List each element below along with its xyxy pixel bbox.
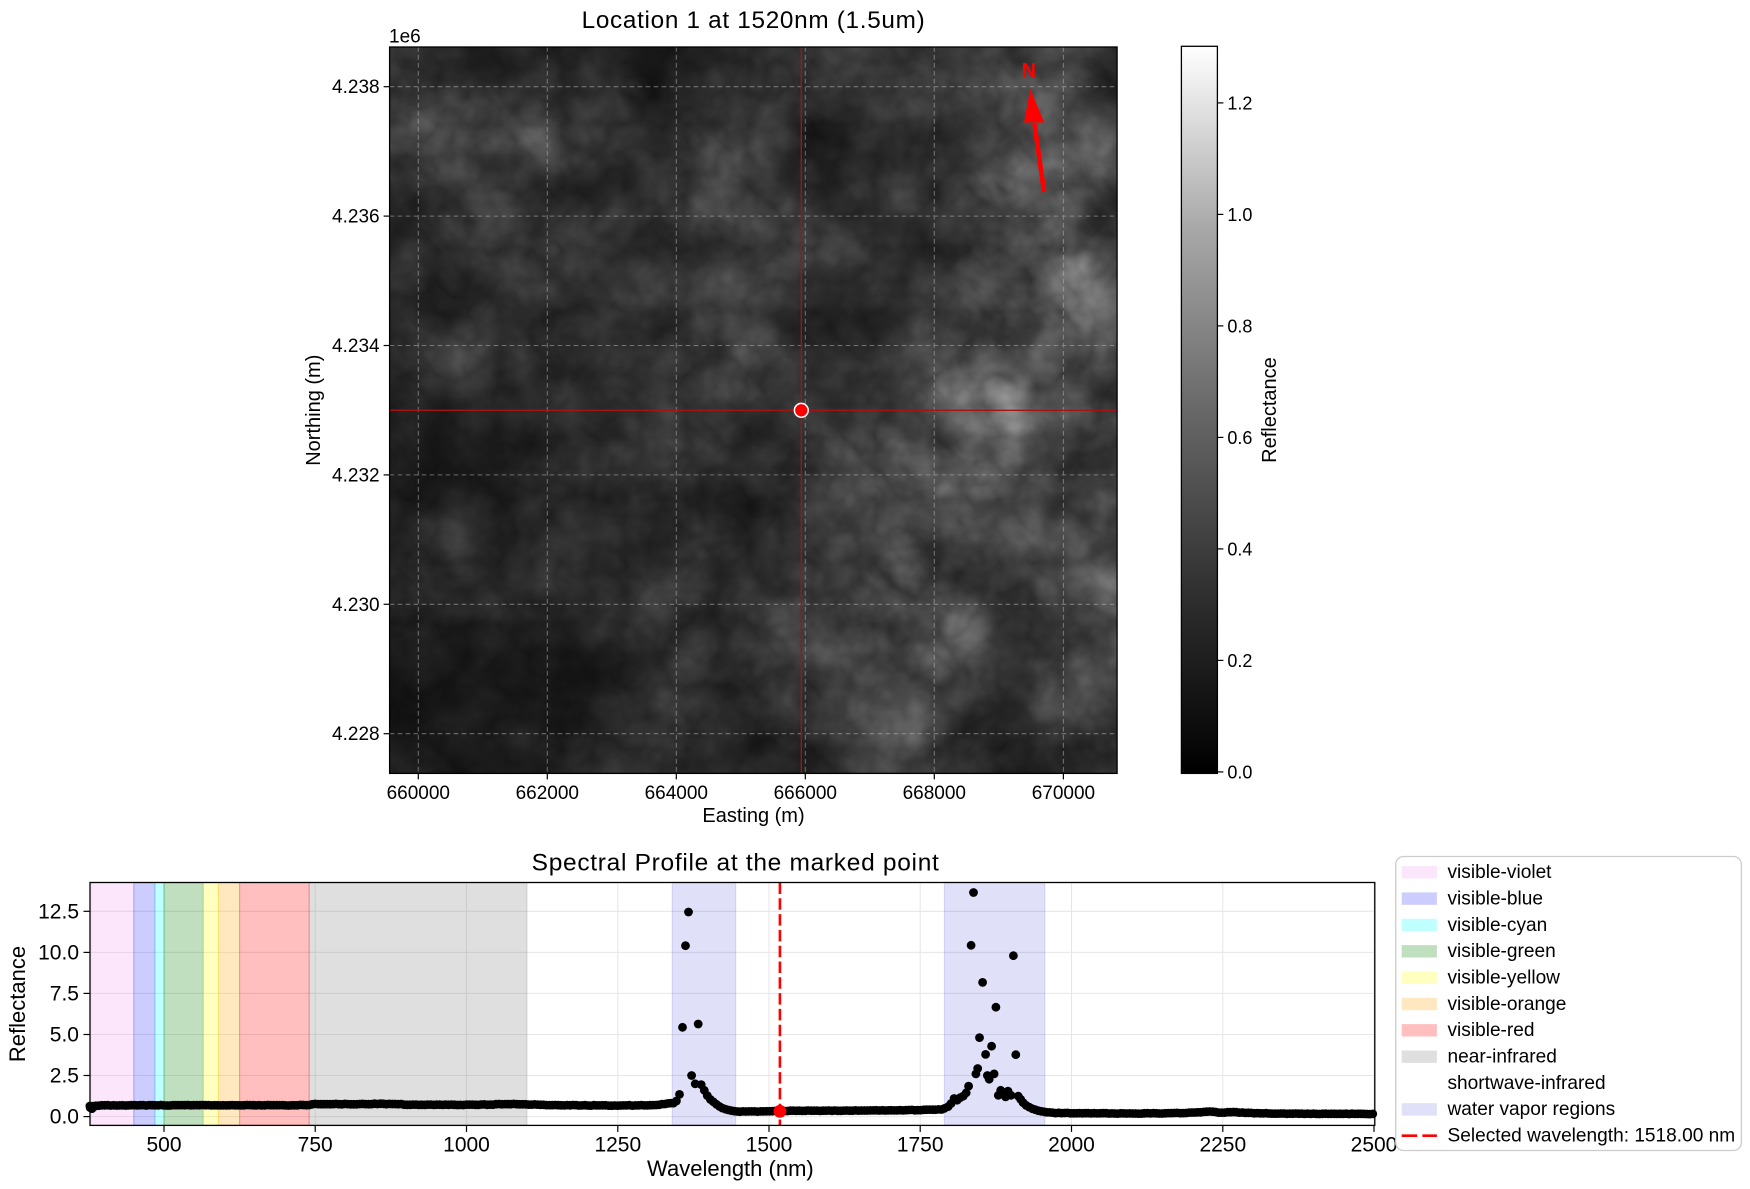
svg-text:visible-cyan: visible-cyan [1448, 915, 1548, 936]
svg-text:670000: 670000 [1032, 783, 1095, 804]
svg-text:2500: 2500 [1351, 1133, 1398, 1156]
svg-text:visible-green: visible-green [1448, 941, 1556, 962]
svg-text:662000: 662000 [516, 783, 579, 804]
svg-text:0.8: 0.8 [1227, 316, 1252, 336]
svg-text:666000: 666000 [774, 783, 837, 804]
svg-text:Location 1 at 1520nm (1.5um): Location 1 at 1520nm (1.5um) [582, 7, 926, 34]
svg-text:668000: 668000 [903, 783, 966, 804]
svg-text:visible-red: visible-red [1448, 1020, 1535, 1041]
svg-text:0.0: 0.0 [50, 1106, 79, 1129]
svg-text:water vapor regions: water vapor regions [1447, 1099, 1616, 1120]
svg-text:Northing (m): Northing (m) [303, 355, 325, 466]
svg-text:750: 750 [298, 1133, 333, 1156]
svg-text:660000: 660000 [387, 783, 450, 804]
svg-text:2000: 2000 [1048, 1133, 1095, 1156]
svg-text:1.2: 1.2 [1227, 93, 1252, 113]
svg-text:10.0: 10.0 [38, 941, 79, 964]
svg-text:1250: 1250 [594, 1133, 641, 1156]
svg-text:2.5: 2.5 [50, 1065, 79, 1088]
svg-text:0.2: 0.2 [1227, 651, 1252, 671]
svg-text:1000: 1000 [443, 1133, 490, 1156]
svg-text:2250: 2250 [1199, 1133, 1246, 1156]
svg-text:Reflectance: Reflectance [1259, 357, 1281, 463]
svg-text:664000: 664000 [645, 783, 708, 804]
svg-text:visible-blue: visible-blue [1448, 888, 1544, 909]
svg-text:7.5: 7.5 [50, 982, 79, 1005]
svg-text:Reflectance: Reflectance [5, 946, 30, 1062]
svg-text:Spectral Profile at the marked: Spectral Profile at the marked point [532, 850, 940, 877]
svg-text:0.0: 0.0 [1227, 762, 1252, 782]
svg-text:4.238: 4.238 [332, 77, 380, 98]
svg-text:4.230: 4.230 [332, 595, 380, 616]
svg-text:near-infrared: near-infrared [1448, 1047, 1557, 1068]
svg-text:1.0: 1.0 [1227, 205, 1252, 225]
svg-text:5.0: 5.0 [50, 1024, 79, 1047]
svg-text:4.236: 4.236 [332, 207, 380, 228]
svg-text:shortwave-infrared: shortwave-infrared [1448, 1073, 1606, 1094]
svg-text:Wavelength (nm): Wavelength (nm) [647, 1156, 814, 1181]
svg-text:500: 500 [146, 1133, 181, 1156]
svg-text:0.4: 0.4 [1227, 539, 1252, 559]
svg-text:Selected wavelength: 1518.00 n: Selected wavelength: 1518.00 nm [1448, 1126, 1736, 1147]
svg-text:4.228: 4.228 [332, 724, 380, 745]
svg-text:1500: 1500 [746, 1133, 793, 1156]
svg-text:visible-violet: visible-violet [1448, 862, 1553, 883]
svg-text:N: N [1022, 60, 1036, 82]
svg-text:Easting (m): Easting (m) [702, 805, 804, 827]
svg-text:4.234: 4.234 [332, 336, 380, 357]
svg-text:1e6: 1e6 [389, 27, 421, 48]
svg-text:12.5: 12.5 [38, 900, 79, 923]
svg-text:visible-yellow: visible-yellow [1448, 968, 1561, 989]
svg-text:4.232: 4.232 [332, 465, 380, 486]
svg-text:0.6: 0.6 [1227, 428, 1252, 448]
svg-text:1750: 1750 [897, 1133, 944, 1156]
svg-text:visible-orange: visible-orange [1448, 994, 1567, 1015]
